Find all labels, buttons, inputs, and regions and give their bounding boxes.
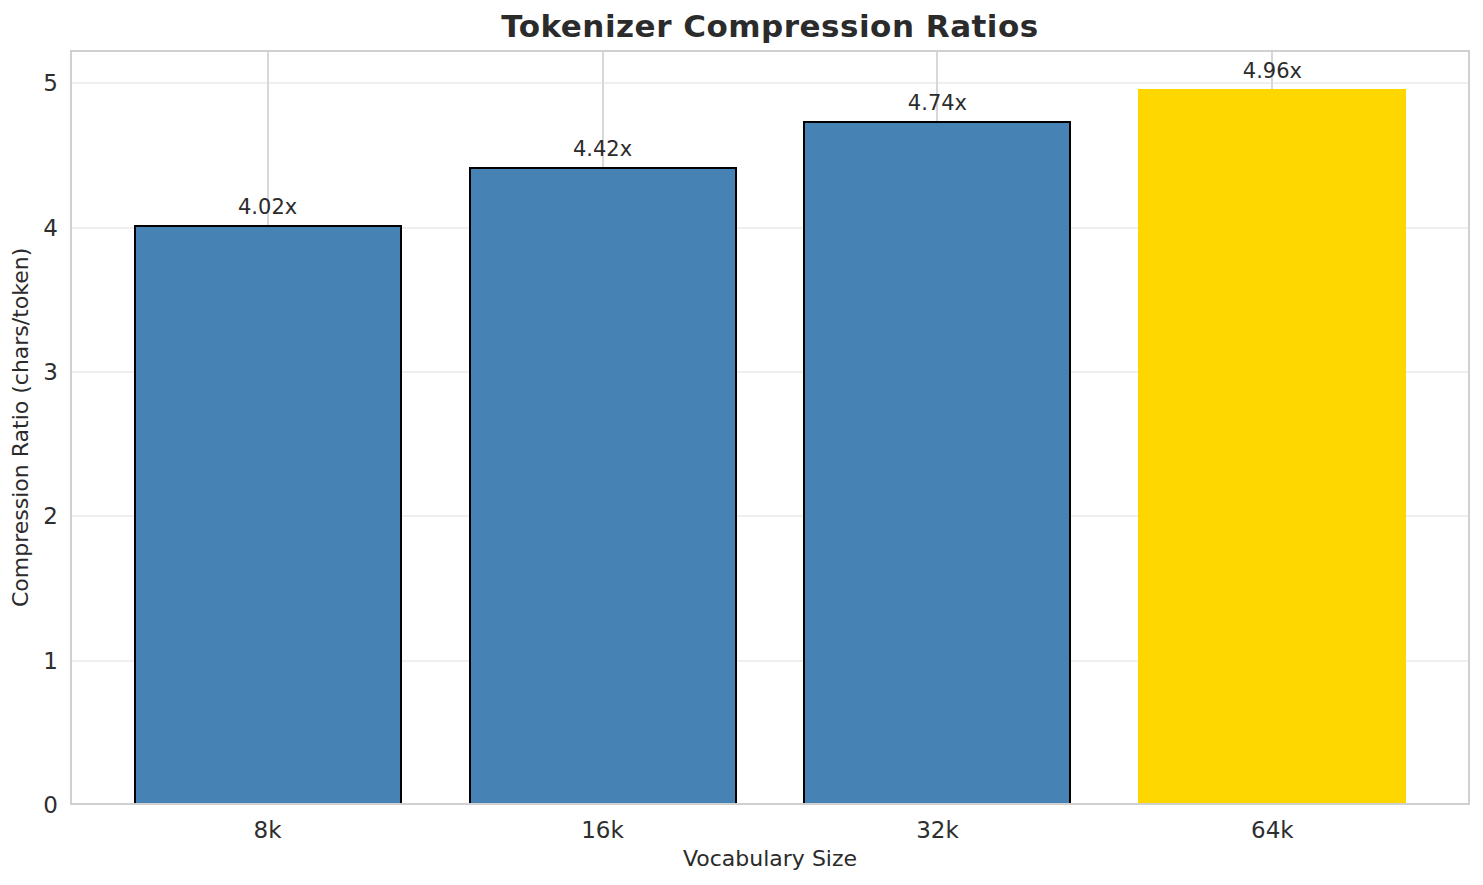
x-tick-label: 32k — [867, 816, 1007, 844]
y-tick-label: 4 — [0, 214, 58, 242]
bar-32k — [803, 121, 1071, 805]
y-tick-label: 3 — [0, 358, 58, 386]
bar-64k — [1138, 89, 1406, 805]
y-tick-label: 2 — [0, 502, 58, 530]
y-tick-label: 5 — [0, 69, 58, 97]
bar-8k — [134, 225, 402, 805]
bar-16k — [469, 167, 737, 805]
y-axis-label: Compression Ratio (chars/token) — [8, 50, 33, 805]
x-tick-label: 64k — [1202, 816, 1342, 844]
bar-value-label: 4.96x — [1243, 60, 1302, 83]
bar-chart-figure: Tokenizer Compression Ratios Compression… — [0, 0, 1483, 885]
x-tick-label: 8k — [198, 816, 338, 844]
bar-value-label: 4.74x — [908, 92, 967, 115]
bar-value-label: 4.02x — [238, 196, 297, 219]
x-axis-label: Vocabulary Size — [70, 846, 1470, 871]
y-tick-label: 0 — [0, 791, 58, 819]
bar-value-label: 4.42x — [573, 138, 632, 161]
chart-title: Tokenizer Compression Ratios — [70, 8, 1470, 44]
x-tick-label: 16k — [533, 816, 673, 844]
plot-area: 4.02x 4.42x 4.74x 4.96x — [70, 50, 1470, 805]
y-tick-label: 1 — [0, 647, 58, 675]
